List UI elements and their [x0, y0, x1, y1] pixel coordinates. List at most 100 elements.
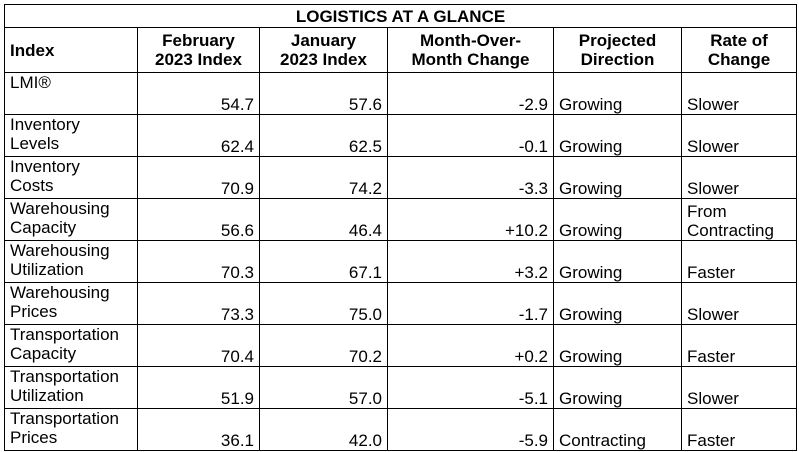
table-row: Inventory Costs 70.9 74.2 -3.3 Growing Slower: [4, 156, 798, 199]
rate-line: Contracting: [687, 221, 774, 240]
index-name-line: Inventory: [10, 115, 80, 135]
header-january: January 2023 Index: [259, 27, 388, 73]
rate-cell: Faster: [680, 240, 798, 283]
index-name-line: Utilization: [10, 386, 84, 405]
rate-cell: Slower: [680, 156, 798, 199]
header-change: Month-Over- Month Change: [387, 27, 554, 73]
index-name-line: Transportation: [10, 409, 119, 429]
table-row: Warehousing Utilization 70.3 67.1 +3.2 Growin…: [4, 240, 798, 283]
header-february: February 2023 Index: [137, 27, 260, 73]
index-name-line: Transportation: [10, 367, 119, 387]
change-cell: -3.3: [387, 156, 554, 199]
table-row: Warehousing Prices 73.3 75.0 -1.7 Growing Slow…: [4, 282, 798, 325]
index-name-cell: Transportation Capacity: [4, 324, 138, 367]
index-name-cell: Warehousing Prices: [4, 282, 138, 325]
feb-index-cell: 56.6: [137, 198, 260, 241]
jan-index-cell: 74.2: [259, 156, 388, 199]
header-text-line: February: [162, 31, 235, 50]
table-row: LMI® 54.7 57.6 -2.9 Growing Slower: [4, 72, 798, 115]
index-name-line: Prices: [10, 302, 58, 321]
header-text-line: Projected: [578, 31, 657, 50]
table-row: Inventory Levels 62.4 62.5 -0.1 Growing Slower: [4, 114, 798, 157]
index-name-cell: LMI®: [4, 72, 138, 115]
table-title-row: LOGISTICS AT A GLANCE: [3, 4, 798, 28]
table-row: Transportation Capacity 70.4 70.2 +0.2 Growin…: [4, 324, 798, 367]
index-name-line: Transportation: [10, 325, 119, 345]
index-name-cell: Transportation Prices: [4, 408, 138, 451]
feb-index-cell: 70.3: [137, 240, 260, 283]
table-header-row: Index February 2023 Index January 2023 Index…: [4, 27, 798, 73]
jan-index-cell: 75.0: [259, 282, 388, 325]
rate-line: Slower: [687, 179, 739, 198]
direction-cell: Growing: [553, 198, 682, 241]
change-cell: +0.2: [387, 324, 554, 367]
index-name-line: Costs: [10, 176, 54, 195]
index-name-line: Warehousing: [10, 283, 110, 303]
change-cell: -5.9: [387, 408, 554, 451]
rate-line: Faster: [687, 431, 736, 450]
table-row: Transportation Utilization 51.9 57.0 -5.1 Gro…: [4, 366, 798, 409]
header-text-line: Rate of: [710, 31, 768, 50]
rate-line: Faster: [687, 263, 736, 282]
header-text-line: Month-Over-: [419, 31, 522, 50]
header-text-line: 2023 Index: [155, 50, 242, 69]
change-cell: -0.1: [387, 114, 554, 157]
index-name-line: Capacity: [10, 344, 77, 363]
direction-cell: Growing: [553, 240, 682, 283]
direction-cell: Growing: [553, 156, 682, 199]
feb-index-cell: 70.4: [137, 324, 260, 367]
rate-cell: Faster: [680, 408, 798, 451]
index-name-line: Levels: [10, 134, 60, 153]
table-title: LOGISTICS AT A GLANCE: [3, 4, 798, 28]
feb-index-cell: 62.4: [137, 114, 260, 157]
rate-line: From: [687, 202, 727, 221]
jan-index-cell: 57.0: [259, 366, 388, 409]
direction-cell: Growing: [553, 114, 682, 157]
table-row: Transportation Prices 36.1 42.0 -5.9 Contract…: [4, 408, 798, 451]
direction-cell: Contracting: [553, 408, 682, 451]
change-cell: -1.7: [387, 282, 554, 325]
table-body: LMI® 54.7 57.6 -2.9 Growing Slower Inventory Le…: [4, 72, 798, 451]
jan-index-cell: 70.2: [259, 324, 388, 367]
index-name-line: Capacity: [10, 218, 77, 237]
index-name-cell: Transportation Utilization: [4, 366, 138, 409]
direction-cell: Growing: [553, 282, 682, 325]
jan-index-cell: 57.6: [259, 72, 388, 115]
direction-cell: Growing: [553, 366, 682, 409]
jan-index-cell: 62.5: [259, 114, 388, 157]
index-name-line: LMI®: [10, 73, 51, 93]
direction-cell: Growing: [553, 324, 682, 367]
logistics-table: LOGISTICS AT A GLANCE Index February 2023 …: [3, 4, 798, 451]
index-name-line: Warehousing: [10, 199, 110, 219]
rate-line: Slower: [687, 137, 739, 156]
feb-index-cell: 51.9: [137, 366, 260, 409]
jan-index-cell: 67.1: [259, 240, 388, 283]
header-text-line: Index: [10, 40, 55, 60]
direction-cell: Growing: [553, 72, 682, 115]
rate-cell: Faster: [680, 324, 798, 367]
header-index: Index: [4, 27, 138, 73]
rate-cell: From Contracting: [680, 198, 798, 241]
index-name-cell: Warehousing Utilization: [4, 240, 138, 283]
change-cell: -5.1: [387, 366, 554, 409]
index-name-line: Inventory: [10, 157, 80, 177]
rate-line: Slower: [687, 95, 739, 114]
header-text-line: Change: [707, 50, 771, 69]
change-cell: +3.2: [387, 240, 554, 283]
feb-index-cell: 73.3: [137, 282, 260, 325]
index-name-cell: Warehousing Capacity: [4, 198, 138, 241]
rate-line: Slower: [687, 305, 739, 324]
rate-cell: Slower: [680, 114, 798, 157]
header-text-line: January: [290, 31, 357, 50]
header-direction: Projected Direction: [553, 27, 682, 73]
header-text-line: Month Change: [411, 50, 530, 69]
feb-index-cell: 54.7: [137, 72, 260, 115]
rate-line: Faster: [687, 347, 736, 366]
jan-index-cell: 46.4: [259, 198, 388, 241]
rate-cell: Slower: [680, 366, 798, 409]
feb-index-cell: 36.1: [137, 408, 260, 451]
feb-index-cell: 70.9: [137, 156, 260, 199]
index-name-cell: Inventory Levels: [4, 114, 138, 157]
index-name-line: Utilization: [10, 260, 84, 279]
index-name-cell: Inventory Costs: [4, 156, 138, 199]
